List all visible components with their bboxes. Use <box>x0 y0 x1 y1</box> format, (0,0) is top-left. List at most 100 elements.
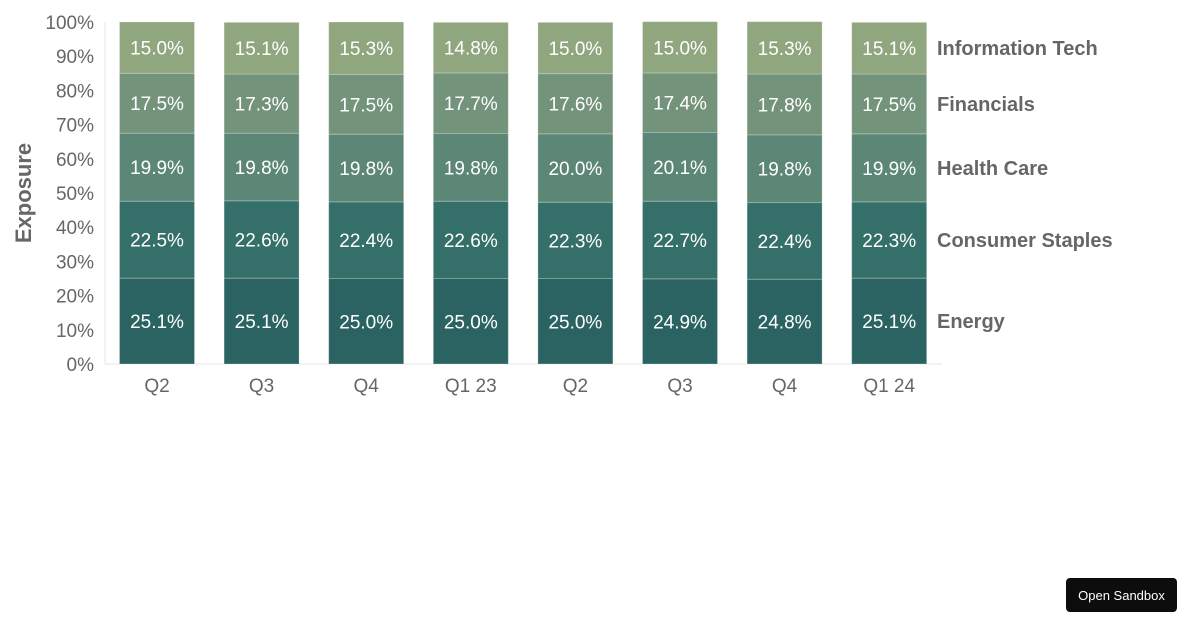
data-label: 25.0% <box>339 312 393 333</box>
y-tick-label: 50% <box>56 184 94 205</box>
bar-segment <box>223 200 300 279</box>
x-tick-label: Q2 <box>563 376 588 397</box>
y-tick-label: 60% <box>56 150 94 171</box>
bar-segment <box>746 278 823 365</box>
data-label: 17.4% <box>653 94 707 115</box>
bar-segment <box>432 278 509 365</box>
data-label: 15.3% <box>339 39 393 60</box>
data-label: 25.1% <box>862 312 916 333</box>
data-label: 25.0% <box>548 312 602 333</box>
y-tick-label: 100% <box>45 13 94 34</box>
bar-segment <box>119 21 195 74</box>
bar-segment <box>851 133 928 203</box>
data-label: 19.9% <box>862 159 916 180</box>
bar-segment <box>432 21 509 74</box>
data-label: 20.0% <box>548 159 602 180</box>
y-tick-label: 70% <box>56 116 94 137</box>
bar-segment <box>642 131 718 202</box>
data-label: 22.6% <box>444 231 498 252</box>
data-label: 15.0% <box>548 39 602 60</box>
x-tick-label: Q4 <box>772 376 798 397</box>
data-label: 22.6% <box>235 231 289 252</box>
bar-segment <box>642 72 718 133</box>
bar-segment <box>223 277 300 365</box>
y-tick-label: 20% <box>56 287 94 308</box>
bar-segment <box>642 278 718 365</box>
bar-segment <box>642 200 718 280</box>
data-label: 17.5% <box>130 94 184 115</box>
data-label: 22.3% <box>548 231 602 252</box>
data-label: 15.1% <box>862 39 916 60</box>
x-tick-label: Q3 <box>249 376 274 397</box>
y-tick-label: 80% <box>56 81 94 102</box>
data-label: 17.5% <box>339 95 393 116</box>
data-label: 20.1% <box>653 158 707 179</box>
series-label: Information Tech <box>937 38 1098 60</box>
data-label: 17.5% <box>862 95 916 116</box>
data-label: 19.8% <box>758 160 812 181</box>
data-label: 15.1% <box>235 39 289 60</box>
bar-segment <box>119 72 195 134</box>
data-label: 17.8% <box>758 95 812 116</box>
bar-segment <box>328 201 405 279</box>
bar-segment <box>851 201 928 279</box>
x-tick-label: Q3 <box>667 376 692 397</box>
bar-segment <box>223 132 300 202</box>
y-tick-label: 40% <box>56 218 94 239</box>
data-label: 22.3% <box>862 231 916 252</box>
bar-segment <box>537 278 614 365</box>
data-label: 24.9% <box>653 312 707 333</box>
y-axis-title: Exposure <box>11 143 36 243</box>
bar-segment <box>223 73 300 134</box>
data-label: 22.4% <box>339 231 393 252</box>
data-label: 17.7% <box>444 94 498 115</box>
x-tick-label: Q1 23 <box>445 376 497 397</box>
data-label: 19.8% <box>339 159 393 180</box>
bar-segment <box>119 132 195 202</box>
bar-segment <box>119 277 195 365</box>
y-tick-label: 30% <box>56 252 94 273</box>
y-tick-label: 0% <box>67 355 95 376</box>
x-tick-label: Q1 24 <box>863 376 915 397</box>
x-tick-label: Q2 <box>144 376 169 397</box>
data-label: 22.5% <box>130 231 184 252</box>
y-tick-label: 10% <box>56 321 94 342</box>
data-label: 14.8% <box>444 39 498 60</box>
bar-segment <box>432 132 509 202</box>
bar-segment <box>642 21 718 74</box>
bar-segment <box>851 21 928 75</box>
bar-segment <box>537 133 614 203</box>
bar-segment <box>746 73 823 136</box>
data-label: 15.3% <box>758 39 812 60</box>
bar-segment <box>851 73 928 135</box>
data-label: 17.3% <box>235 95 289 116</box>
data-label: 25.1% <box>130 312 184 333</box>
open-sandbox-button[interactable]: Open Sandbox <box>1066 578 1177 612</box>
bar-segment <box>746 134 823 204</box>
bar-segment <box>537 21 614 75</box>
series-label: Financials <box>937 94 1035 116</box>
bar-segment <box>328 73 405 135</box>
bar-segment <box>746 21 823 75</box>
data-label: 19.9% <box>130 158 184 179</box>
bar-segment <box>537 73 614 135</box>
bar-segment <box>537 201 614 279</box>
bar-segment <box>328 278 405 365</box>
data-label: 24.8% <box>758 313 812 334</box>
data-label: 22.4% <box>758 232 812 253</box>
data-label: 19.8% <box>444 158 498 179</box>
data-label: 19.8% <box>235 158 289 179</box>
bar-segment <box>432 200 509 279</box>
data-label: 22.7% <box>653 231 707 252</box>
data-label: 25.0% <box>444 312 498 333</box>
data-label: 15.0% <box>653 38 707 59</box>
bar-segment <box>328 21 405 75</box>
series-label: Energy <box>937 311 1006 333</box>
data-label: 15.0% <box>130 39 184 60</box>
bar-segment <box>328 133 405 203</box>
data-label: 25.1% <box>235 312 289 333</box>
series-label: Health Care <box>937 158 1048 180</box>
x-tick-label: Q4 <box>354 376 380 397</box>
bar-segment <box>223 21 300 75</box>
